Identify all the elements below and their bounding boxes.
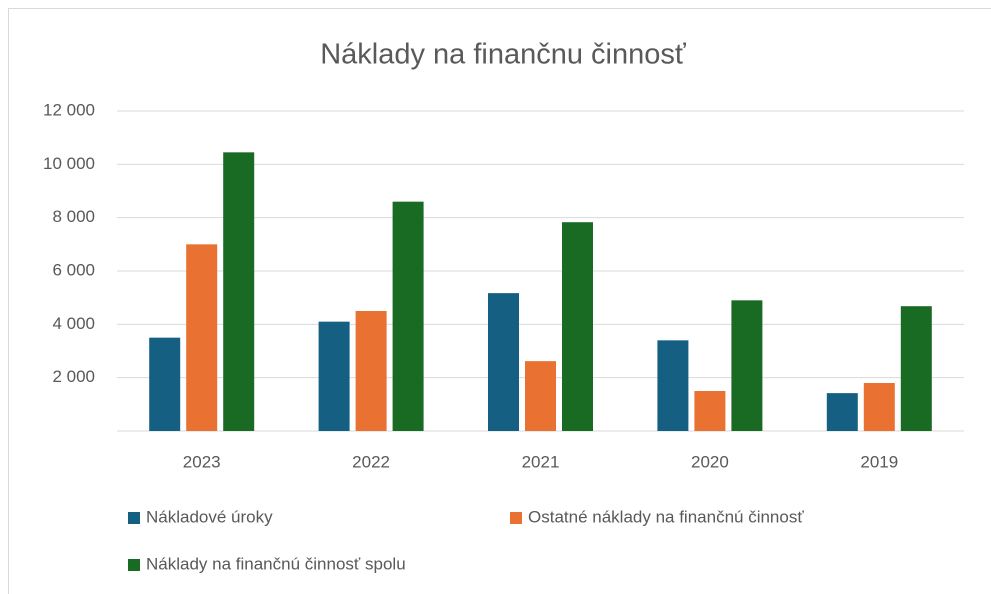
x-tick-label: 2022 bbox=[352, 452, 390, 471]
bar bbox=[562, 222, 593, 431]
legend-swatch bbox=[128, 559, 140, 571]
legend-swatch bbox=[128, 512, 140, 524]
bar bbox=[318, 321, 350, 431]
bar bbox=[149, 337, 181, 431]
bar bbox=[186, 244, 218, 431]
y-tick-label: 10 000 bbox=[43, 154, 95, 173]
y-tick-label: 4 000 bbox=[52, 314, 95, 333]
x-tick-label: 2021 bbox=[522, 452, 560, 471]
legend-label: Náklady na finančnú činnosť spolu bbox=[146, 554, 406, 573]
legend-label: Ostatné náklady na finančnú činnosť bbox=[528, 507, 804, 526]
x-tick-label: 2020 bbox=[691, 452, 729, 471]
bar bbox=[657, 340, 689, 431]
legend-swatch bbox=[510, 512, 522, 524]
bar bbox=[223, 152, 255, 432]
y-tick-label: 6 000 bbox=[52, 260, 95, 279]
bar bbox=[863, 383, 895, 431]
chart-title: Náklady na finančnu činnosť bbox=[320, 39, 687, 71]
legend-label: Nákladové úroky bbox=[146, 507, 273, 526]
bar bbox=[826, 393, 858, 431]
bar bbox=[900, 306, 932, 431]
y-tick-label: 2 000 bbox=[52, 367, 95, 386]
bar bbox=[392, 201, 424, 431]
bar bbox=[731, 300, 763, 431]
y-tick-label: 8 000 bbox=[52, 207, 95, 226]
bar bbox=[694, 391, 726, 431]
x-tick-label: 2023 bbox=[183, 452, 221, 471]
x-tick-label: 2019 bbox=[860, 452, 898, 471]
bar bbox=[525, 361, 556, 431]
y-tick-label: 12 000 bbox=[43, 100, 95, 119]
bar bbox=[355, 311, 387, 431]
bar bbox=[488, 293, 519, 431]
